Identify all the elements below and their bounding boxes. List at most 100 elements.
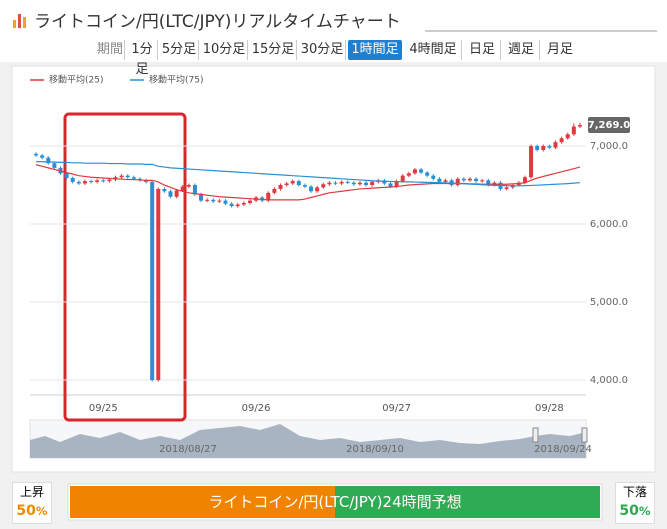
candle-body (34, 153, 39, 156)
candle-body (431, 175, 436, 179)
candle-body (400, 175, 405, 182)
candle-body (95, 180, 100, 182)
candle-body (199, 194, 204, 201)
candle-body (284, 183, 289, 186)
candle-body (315, 187, 320, 192)
candle-body (547, 146, 552, 148)
candle-body (357, 182, 362, 185)
candle-body (541, 146, 546, 150)
candle-body (535, 146, 540, 150)
period-tab[interactable]: 1時間足 (348, 40, 402, 60)
y-tick-label: 5,000.0 (590, 297, 628, 308)
navigator-area (30, 424, 586, 458)
candle-body (382, 180, 387, 184)
candle-body (419, 169, 424, 173)
candle-body (174, 190, 179, 197)
forecast-title: ライトコイン/円(LTC/JPY)24時間予想 (208, 493, 462, 511)
period-tab[interactable]: 5分足 (160, 40, 199, 60)
candle-body (131, 177, 136, 179)
candle-body (351, 182, 356, 185)
last-price-box (588, 117, 630, 134)
candle-body (278, 185, 283, 189)
y-tick-label: 4,000.0 (590, 375, 628, 386)
period-tab[interactable]: 15分足 (250, 40, 297, 60)
down-bar (335, 486, 600, 518)
candle-body (192, 185, 197, 195)
navigator-handle[interactable] (532, 427, 539, 443)
candle-body (125, 175, 130, 178)
navigator-handle[interactable] (581, 427, 588, 443)
candle-body (309, 186, 314, 192)
candle-body (247, 200, 252, 203)
candle-body (211, 199, 216, 202)
candle-body (76, 181, 81, 184)
candle-body (327, 182, 332, 185)
candle-body (394, 181, 399, 187)
candle-body (266, 192, 271, 201)
candle-body (437, 178, 442, 182)
candle-body (443, 180, 448, 182)
legend-label: 移動平均(25) (49, 74, 103, 86)
candle-body (235, 204, 240, 207)
candle-body (162, 188, 167, 192)
period-tab[interactable]: 1分足 (127, 40, 158, 77)
candle-body (455, 178, 460, 186)
candle-body (290, 181, 295, 184)
candle-body (553, 142, 558, 148)
navigator-date: 2018/09/24 (534, 444, 592, 455)
down-box: 下落 50% (615, 482, 655, 524)
candle-body (217, 200, 222, 202)
up-label: 上昇 (19, 485, 44, 499)
up-bar (70, 486, 335, 518)
x-tick-label: 09/25 (89, 403, 118, 414)
candle-body (64, 173, 69, 179)
candle-body (345, 181, 350, 183)
period-tab[interactable]: 月足 (546, 42, 573, 57)
candle-body (504, 187, 509, 189)
moving-average (36, 161, 580, 187)
x-tick-label: 09/26 (242, 403, 271, 414)
candle-body (205, 199, 210, 201)
candle-body (223, 200, 228, 204)
candle-body (40, 155, 45, 158)
candle-body (107, 179, 112, 182)
candle-body (333, 182, 338, 184)
y-tick-label: 6,000.0 (590, 219, 628, 230)
candle-body (321, 184, 326, 188)
candle-body (529, 146, 534, 178)
period-tab[interactable]: 日足 (464, 40, 501, 60)
period-tab[interactable]: 4時間足 (405, 40, 462, 60)
candle-body (461, 178, 466, 181)
candle-body (168, 191, 173, 197)
icon (13, 14, 26, 28)
candle-body (144, 180, 149, 182)
candle-body (571, 126, 576, 135)
legend-label: 移動平均(75) (149, 74, 203, 86)
candle-body (302, 185, 307, 187)
x-tick-label: 09/28 (535, 403, 564, 414)
candle-body (406, 173, 411, 176)
candle-body (522, 177, 527, 183)
candle-body (180, 186, 185, 191)
highlight-box (63, 112, 187, 422)
candle-body (89, 181, 94, 183)
navigator-date: 2018/08/27 (159, 444, 217, 455)
candle-body (52, 163, 57, 168)
page-title: ライトコイン/円(LTC/JPY)リアルタイムチャート (34, 12, 401, 32)
candle-body (425, 172, 430, 176)
x-tick-label: 09/27 (382, 403, 411, 414)
candle-body (101, 180, 106, 182)
candle-body (565, 134, 570, 139)
period-tab[interactable]: 10分足 (201, 40, 248, 60)
candle-body (467, 178, 472, 181)
period-tab[interactable]: 週足 (503, 40, 540, 60)
candle-body (364, 182, 369, 186)
candle-body (296, 181, 301, 186)
navigator-date: 2018/09/10 (346, 444, 404, 455)
candle-body (82, 181, 87, 184)
candle-body (156, 188, 161, 381)
period-tab[interactable]: 30分足 (299, 40, 346, 60)
last-price-label: 7,269.0 (588, 120, 630, 131)
candle-body (241, 202, 246, 205)
